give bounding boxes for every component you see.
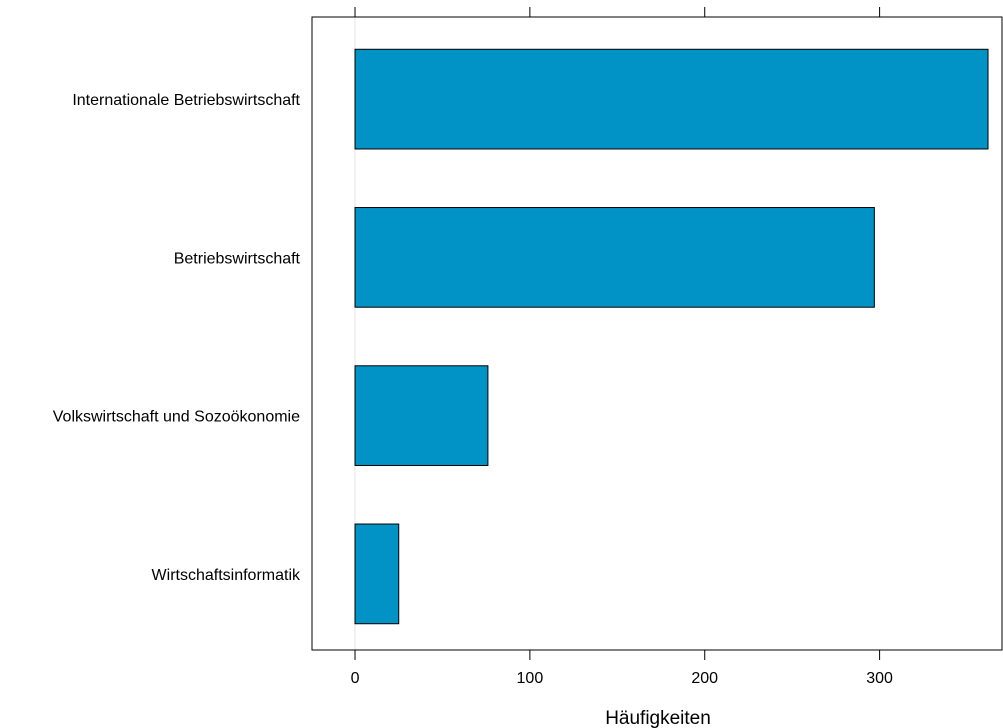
category-labels: Internationale Betriebswirtschaft Betrieb… bbox=[53, 92, 301, 584]
x-tick-label: 200 bbox=[691, 670, 718, 687]
bars-group bbox=[354, 48, 989, 625]
plot-frame bbox=[311, 16, 1003, 651]
bar bbox=[354, 523, 400, 625]
category-label: Volkswirtschaft und Sozoökonomie bbox=[53, 409, 300, 426]
bar bbox=[354, 207, 875, 308]
bar bbox=[354, 48, 989, 150]
category-label: Internationale Betriebswirtschaft bbox=[72, 92, 300, 109]
x-tick-label: 100 bbox=[517, 670, 544, 687]
x-tick-label: 0 bbox=[351, 670, 360, 687]
category-label: Betriebswirtschaft bbox=[174, 250, 301, 267]
x-tick-label: 300 bbox=[866, 670, 893, 687]
bar bbox=[354, 365, 489, 466]
category-label: Wirtschaftsinformatik bbox=[152, 567, 301, 584]
x-axis-title: Häufigkeiten bbox=[605, 708, 711, 728]
x-axis-ticks: 0 100 200 300 bbox=[351, 7, 893, 687]
